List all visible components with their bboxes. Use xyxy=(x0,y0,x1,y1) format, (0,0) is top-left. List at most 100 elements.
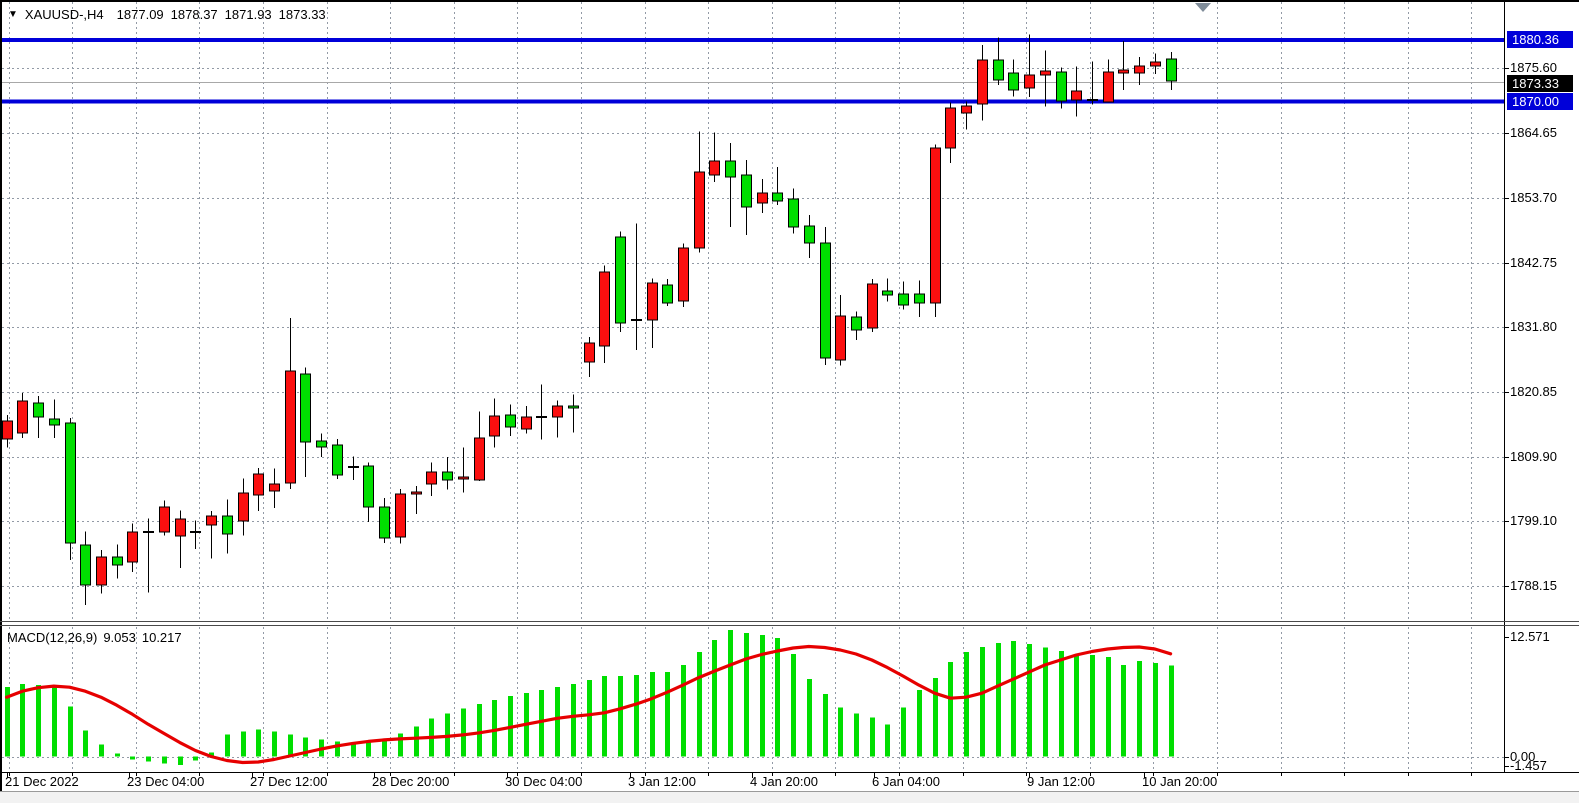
chart-legend: ▼ XAUUSD-,H4 1877.09 1878.37 1871.93 187… xyxy=(8,7,326,22)
candle-bullish xyxy=(694,171,705,249)
doji-dash xyxy=(143,531,154,533)
candle-bearish xyxy=(820,242,831,359)
candle-bearish xyxy=(49,418,60,426)
macd-histogram-bars xyxy=(5,630,1174,766)
macd-signal-line xyxy=(4,644,1173,765)
candle-bullish xyxy=(395,493,406,538)
candle-bullish xyxy=(238,492,249,522)
histogram-bar xyxy=(272,731,277,757)
histogram-bar xyxy=(807,679,812,757)
candle-bullish xyxy=(945,107,956,149)
histogram-bar xyxy=(760,634,765,757)
candle-bullish xyxy=(757,192,768,204)
histogram-bar xyxy=(414,726,419,757)
candle-bearish xyxy=(615,236,626,324)
candle-bullish xyxy=(1150,61,1161,67)
histogram-bar xyxy=(1153,663,1158,757)
histogram-bar xyxy=(571,684,576,757)
histogram-bar xyxy=(162,756,167,764)
horizontal-level-lines[interactable] xyxy=(2,37,1504,104)
time-tick-label: 23 Dec 04:00 xyxy=(127,774,205,789)
ohlc-high: 1878.37 xyxy=(170,7,218,22)
candle-bullish xyxy=(961,105,972,114)
histogram-bar xyxy=(52,687,57,757)
histogram-bar xyxy=(461,708,466,757)
candle-bullish xyxy=(458,476,469,480)
candle-bullish xyxy=(175,518,186,537)
histogram-bar xyxy=(555,687,560,757)
histogram-bar xyxy=(587,680,592,757)
candle-bearish xyxy=(993,59,1004,81)
histogram-bar xyxy=(225,734,230,757)
histogram-bar xyxy=(178,756,183,766)
time-tick-label: 9 Jan 12:00 xyxy=(1027,774,1095,789)
ohlc-low: 1871.93 xyxy=(224,7,272,22)
price-tick-label: 1875.60 xyxy=(1510,60,1557,75)
candle-bullish xyxy=(584,342,595,363)
histogram-bar xyxy=(146,756,151,762)
candle-bullish xyxy=(678,247,689,302)
time-tick-label: 27 Dec 12:00 xyxy=(250,774,328,789)
candle-bullish xyxy=(411,491,422,495)
candle-bullish xyxy=(96,556,107,586)
candle-bullish xyxy=(867,283,878,329)
histogram-bar xyxy=(838,707,843,757)
histogram-bar xyxy=(823,694,828,757)
histogram-bar xyxy=(115,753,120,757)
histogram-bar xyxy=(398,733,403,757)
candle-bullish xyxy=(269,483,280,492)
candle-bearish xyxy=(882,290,893,296)
histogram-bar xyxy=(68,706,73,757)
histogram-bar xyxy=(539,690,544,757)
histogram-bar xyxy=(650,672,655,757)
macd-tick-label: 12.571 xyxy=(1510,629,1550,644)
candle-bullish xyxy=(1118,69,1129,74)
candle-bullish xyxy=(2,420,13,440)
histogram-bar xyxy=(618,676,623,757)
time-tick-label: 6 Jan 04:00 xyxy=(872,774,940,789)
histogram-bar xyxy=(477,704,482,757)
status-strip xyxy=(0,792,1579,803)
histogram-bar xyxy=(697,651,702,757)
price-tick-label: 1820.85 xyxy=(1510,384,1557,399)
histogram-bar xyxy=(964,651,969,757)
candle-bearish xyxy=(804,225,815,244)
macd-signal-value: 10.217 xyxy=(141,630,182,645)
candle-bearish xyxy=(772,192,783,202)
candle-bearish xyxy=(316,440,327,448)
candle-bullish xyxy=(253,473,264,496)
candle-bearish xyxy=(300,373,311,443)
current-price-badge: 1873.33 xyxy=(1507,74,1573,92)
candle-bullish xyxy=(835,315,846,361)
histogram-bar xyxy=(791,653,796,757)
histogram-bar xyxy=(728,630,733,757)
ohlc-open: 1877.09 xyxy=(116,7,164,22)
histogram-bar xyxy=(288,734,293,757)
histogram-bar xyxy=(775,637,780,757)
chart-shift-marker-icon[interactable] xyxy=(1195,3,1211,12)
histogram-bar xyxy=(1027,643,1032,757)
histogram-bar xyxy=(681,665,686,757)
histogram-bar xyxy=(901,707,906,757)
axis-ticks xyxy=(7,68,1509,778)
histogram-bar xyxy=(209,752,214,757)
candle-bearish xyxy=(741,174,752,208)
histogram-bar xyxy=(303,737,308,757)
candle-bearish xyxy=(1166,58,1177,82)
histogram-bar xyxy=(1106,657,1111,757)
time-tick-label: 30 Dec 04:00 xyxy=(505,774,583,789)
macd-main-value: 9.053 xyxy=(103,630,136,645)
candle-bullish xyxy=(206,515,217,526)
doji-dash xyxy=(348,466,359,468)
histogram-bar xyxy=(917,690,922,757)
histogram-bar xyxy=(1169,665,1174,757)
collapse-triangle-icon[interactable]: ▼ xyxy=(8,9,18,20)
histogram-bar xyxy=(948,662,953,757)
candle-bullish xyxy=(1071,90,1082,101)
candle-bullish xyxy=(1024,74,1035,89)
macd-indicator-label: MACD(12,26,9) xyxy=(7,630,98,645)
price-tick-label: 1788.15 xyxy=(1510,578,1557,593)
candle-bearish xyxy=(442,471,453,481)
